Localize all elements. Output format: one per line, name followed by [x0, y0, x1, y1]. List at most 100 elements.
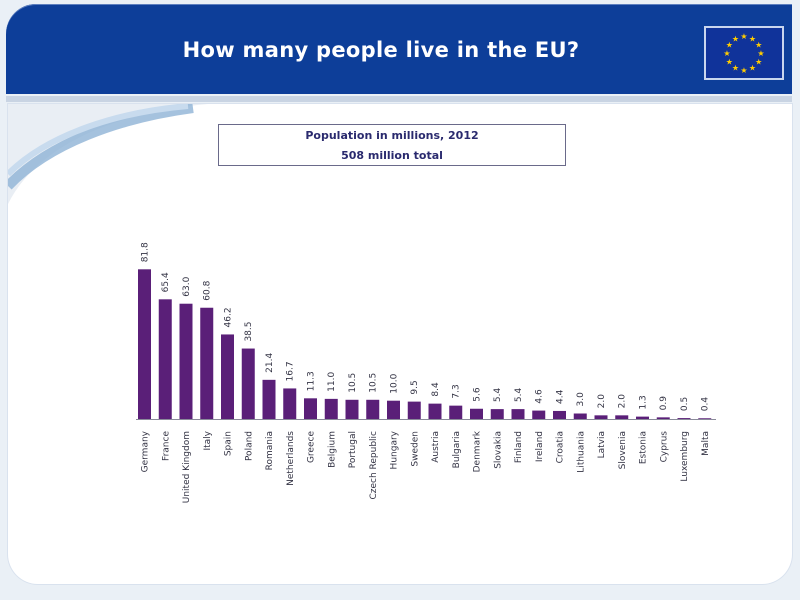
value-label: 38.5	[244, 321, 254, 341]
category-label: Italy	[203, 430, 213, 450]
bar-ireland	[532, 410, 546, 419]
value-labels-group: 81.8 65.4 63.0 60.8 46.2 38.5 21.4 16.7 11.3 11.0…	[141, 242, 711, 411]
bar-poland	[241, 348, 255, 419]
category-label: Spain	[224, 431, 234, 456]
category-label: Denmark	[473, 430, 483, 472]
value-label: 2.0	[597, 394, 607, 409]
value-label: 81.8	[141, 242, 151, 262]
value-label: 21.4	[265, 353, 275, 373]
value-label: 0.9	[659, 396, 669, 411]
eu-flag-graphic: ★ ★★★★★★★★★★★	[706, 28, 782, 78]
value-label: 3.0	[576, 392, 586, 407]
flag-star-icon: ★	[732, 34, 739, 43]
page-title: How many people live in the EU?	[182, 38, 580, 62]
bar-united-kingdom	[179, 303, 193, 419]
flag-star-icon: ★	[749, 34, 756, 43]
bar-cyprus	[656, 417, 670, 419]
category-label: Sweden	[410, 431, 420, 467]
category-label: Slovakia	[493, 431, 503, 469]
category-label: Greece	[307, 431, 317, 463]
chart-title: Population in millions, 2012	[305, 129, 479, 142]
bar-denmark	[470, 408, 483, 419]
value-label: 2.0	[618, 394, 628, 409]
chart-legend-box: Population in millions, 2012 508 million…	[218, 124, 566, 166]
bar-greece	[304, 398, 317, 419]
category-label: Netherlands	[286, 431, 296, 486]
value-label: 7.3	[452, 384, 462, 398]
category-labels-group: Germany France United Kingdom Italy Spain Pol…	[141, 430, 711, 503]
category-label: Poland	[244, 431, 254, 461]
bar-estonia	[636, 416, 649, 419]
value-label: 63.0	[182, 276, 192, 296]
bar-croatia	[553, 410, 566, 419]
value-label: 4.4	[556, 389, 566, 404]
value-label: 10.5	[369, 373, 379, 393]
bar-italy	[200, 307, 214, 419]
bar-lithuania	[573, 413, 587, 419]
bar-spain	[221, 334, 234, 419]
bar-netherlands	[283, 388, 297, 419]
value-label: 8.4	[431, 382, 441, 397]
bar-czech-republic	[366, 399, 380, 419]
decorative-swoosh	[8, 104, 208, 204]
value-label: 65.4	[161, 272, 171, 292]
category-label: Germany	[141, 430, 151, 472]
category-label: Belgium	[327, 431, 337, 468]
category-label: Romania	[265, 431, 275, 470]
bar-hungary	[387, 400, 400, 419]
bar-romania	[262, 379, 276, 419]
category-label: Estonia	[639, 431, 649, 464]
bars-group	[138, 269, 712, 419]
category-label: Finland	[514, 431, 524, 463]
category-label: Austria	[431, 431, 441, 463]
category-label: Malta	[701, 431, 711, 456]
flag-star-icon: ★	[723, 49, 730, 58]
category-label: United Kingdom	[182, 431, 192, 503]
header-bar: How many people live in the EU? ★ ★ ★ ★ ★ ★ ★ ★…	[6, 4, 792, 94]
flag-star-icon: ★	[740, 32, 747, 41]
bar-germany	[138, 269, 151, 419]
bar-slovenia	[615, 415, 629, 419]
value-label: 10.0	[390, 373, 400, 393]
flag-stars: ★ ★★★★★★★★★★★	[723, 32, 764, 75]
flag-star-icon: ★	[726, 58, 733, 67]
category-label: Luxemburg	[680, 431, 690, 482]
bar-sweden	[407, 401, 421, 419]
value-label: 16.7	[286, 361, 296, 381]
value-label: 46.2	[224, 307, 234, 327]
category-label: Latvia	[597, 431, 607, 458]
value-label: 5.4	[493, 388, 503, 403]
bar-portugal	[345, 399, 359, 419]
value-label: 0.4	[701, 397, 711, 412]
value-label: 10.5	[348, 373, 358, 393]
category-label: Portugal	[348, 431, 358, 468]
category-label: Bulgaria	[452, 431, 462, 468]
category-label: Slovenia	[618, 431, 628, 469]
flag-star-icon: ★	[755, 58, 762, 67]
flag-star-icon: ★	[732, 64, 739, 73]
category-label: France	[161, 431, 171, 461]
bar-austria	[428, 403, 442, 419]
bar-slovakia	[490, 409, 504, 419]
category-label: Hungary	[390, 430, 400, 469]
bar-latvia	[594, 415, 608, 419]
flag-star-icon: ★	[740, 66, 747, 75]
flag-star-icon: ★	[755, 41, 762, 50]
value-label: 1.3	[639, 395, 649, 409]
value-label: 60.8	[203, 280, 213, 300]
value-label: 4.6	[535, 389, 545, 404]
flag-star-icon: ★	[749, 64, 756, 73]
category-label: Lithuania	[576, 431, 586, 473]
bar-luxemburg	[677, 418, 691, 419]
category-label: Ireland	[535, 431, 545, 462]
flag-star-icon: ★	[726, 41, 733, 50]
category-label: Croatia	[556, 431, 566, 463]
bar-belgium	[324, 398, 338, 419]
value-label: 5.4	[514, 388, 524, 403]
bar-bulgaria	[449, 405, 463, 419]
value-label: 0.5	[680, 397, 690, 411]
bar-france	[158, 299, 172, 419]
bar-finland	[511, 409, 525, 419]
